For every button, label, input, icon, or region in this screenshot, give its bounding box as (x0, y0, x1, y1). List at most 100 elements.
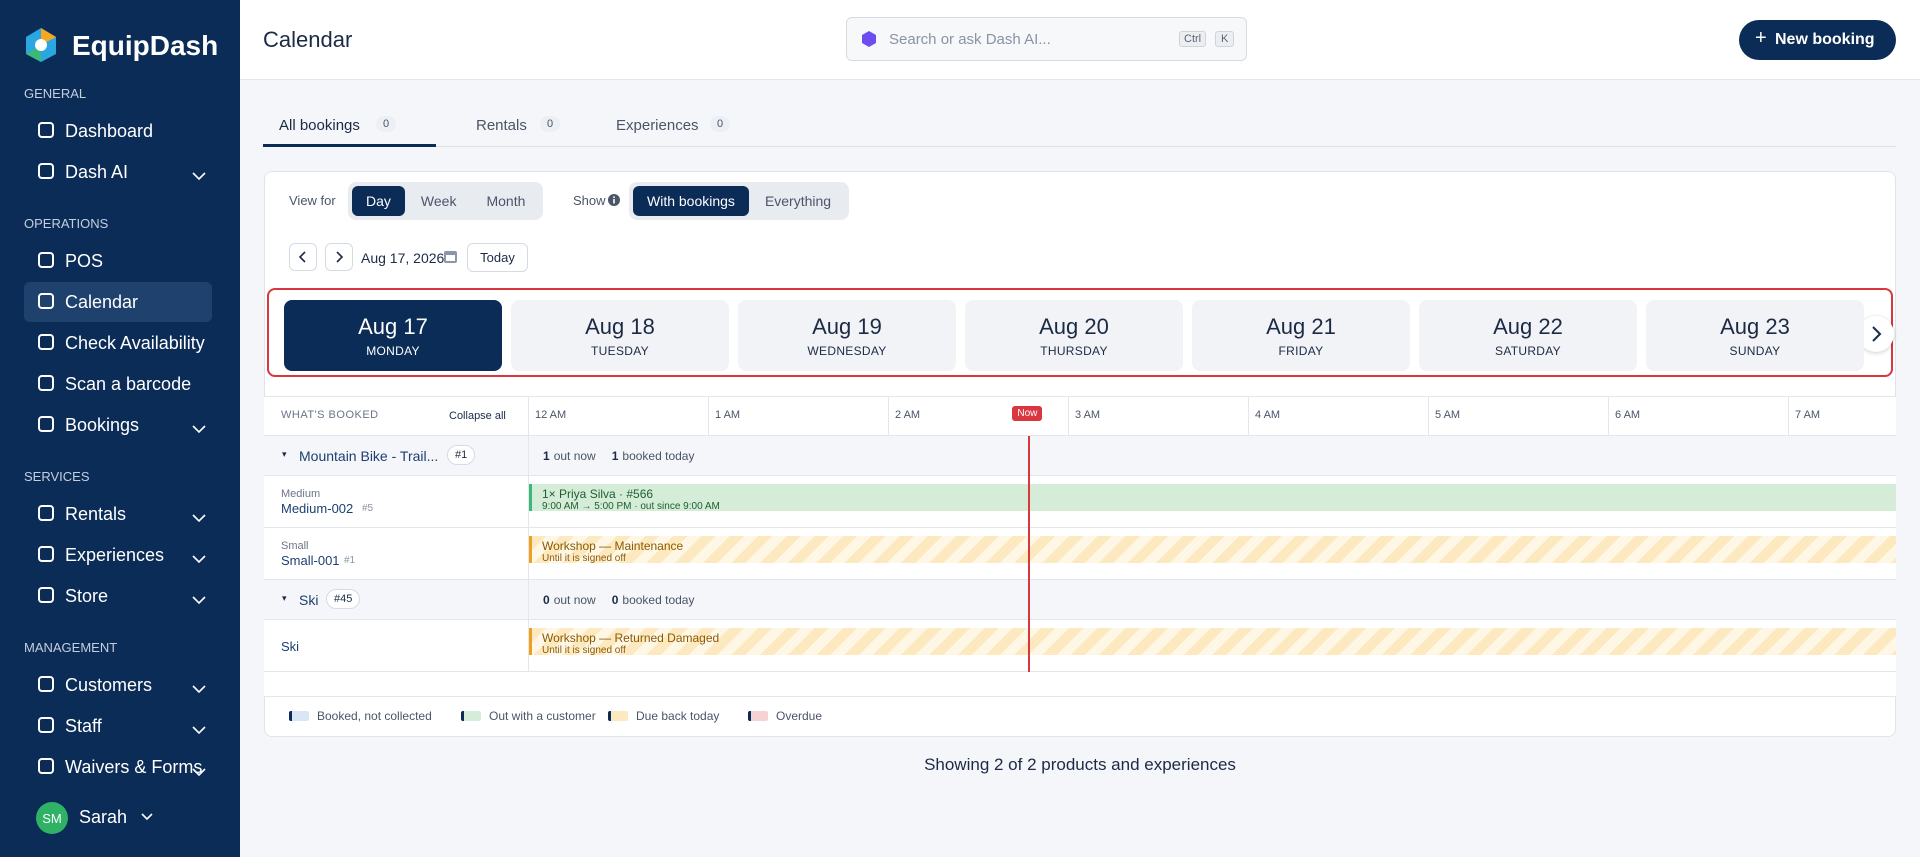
legend-swatch (289, 711, 309, 721)
hour-label: 1 AM (715, 409, 741, 421)
view-option[interactable]: Month (486, 193, 526, 209)
day-weekday: SATURDAY (1495, 344, 1561, 358)
booking-detail: Until it is signed off (542, 645, 626, 656)
nav-label: Check Availability (65, 333, 205, 353)
nav-heading: OPERATIONS (24, 216, 109, 231)
group-name[interactable]: Ski (299, 592, 319, 608)
nav-heading: GENERAL (24, 86, 87, 101)
tabs-divider (263, 146, 1896, 147)
nav-item[interactable]: Customers (24, 665, 212, 705)
day-card[interactable]: Aug 19 WEDNESDAY (738, 300, 956, 371)
nav-item[interactable]: Calendar (24, 282, 212, 322)
nav-item[interactable]: POS (24, 241, 212, 281)
chevron (192, 589, 206, 610)
nav-item[interactable]: Staff (24, 706, 212, 746)
group-row (264, 436, 1896, 476)
chevron (192, 418, 206, 439)
hour-line (888, 396, 889, 435)
day-date: Aug 18 (585, 314, 655, 339)
group-summary: 1 out now 1 booked today (543, 449, 694, 463)
new-booking-button[interactable] (1739, 20, 1896, 60)
collapse-all[interactable]: Collapse all (449, 410, 506, 422)
group-toggle[interactable]: ▾ (282, 449, 287, 459)
tab-label[interactable]: All bookings (279, 117, 360, 134)
chevron (192, 678, 206, 699)
legend-label: Due back today (636, 709, 720, 723)
booked-count: 0 (611, 593, 619, 607)
nav-item[interactable]: Rentals (24, 494, 212, 534)
nav-label: Scan a barcode (65, 374, 192, 394)
group-toggle[interactable]: ▾ (282, 593, 287, 603)
tab-label[interactable]: Experiences (616, 117, 699, 134)
nav-item[interactable]: Dashboard (24, 111, 212, 151)
view-option[interactable]: Day (352, 186, 405, 216)
new-booking-label: New booking (1775, 31, 1875, 48)
item-name[interactable]: Ski (281, 639, 300, 654)
current-date[interactable]: Aug 17, 2026 (361, 250, 445, 266)
booking-detail: Until it is signed off (542, 553, 626, 564)
avatar[interactable]: SM (36, 802, 68, 834)
group-name[interactable]: Mountain Bike - Trail... (299, 448, 439, 464)
out-label: out now (553, 593, 596, 607)
item-name[interactable]: Medium-002 (281, 501, 354, 516)
nav-item[interactable]: Scan a barcode (24, 364, 212, 424)
day-weekday: THURSDAY (1040, 344, 1108, 358)
booking-bar[interactable]: Workshop — Returned Damaged Until it is s… (529, 628, 1896, 656)
show-label: Show (573, 193, 606, 208)
brand: EquipDash (72, 30, 219, 61)
chevron (192, 760, 206, 782)
nav-icon (38, 587, 54, 603)
nav-item[interactable]: Dash AI (24, 152, 212, 192)
nav-item[interactable]: Check Availability (24, 323, 212, 383)
day-date: Aug 19 (812, 314, 882, 339)
day-date: Aug 22 (1493, 314, 1563, 339)
plus-icon: + (1755, 27, 1767, 49)
show-option[interactable]: With bookings (633, 186, 749, 216)
nav-item[interactable]: Waivers & Forms (24, 747, 212, 807)
today-button[interactable]: Today (467, 243, 528, 272)
item-variant: Small (281, 540, 309, 552)
day-card[interactable]: Aug 22 SATURDAY (1419, 300, 1637, 371)
item-name[interactable]: Small-001 (281, 553, 340, 568)
user-name[interactable]: Sarah (79, 807, 128, 827)
hour-label: 7 AM (1795, 409, 1821, 421)
prev-button[interactable] (289, 243, 317, 271)
booking-bar[interactable]: Workshop — Maintenance Until it is signed… (529, 536, 1896, 564)
hour-label: 2 AM (895, 409, 921, 421)
out-label: out now (553, 449, 596, 463)
kbd: Ctrl (1179, 31, 1207, 47)
legend-label: Overdue (776, 709, 823, 723)
show-option[interactable]: Everything (764, 193, 832, 209)
item-row (264, 476, 1896, 528)
legend-swatch (461, 711, 481, 721)
kbd: K (1215, 31, 1235, 47)
nav-label: Dash AI (65, 161, 129, 182)
day-card[interactable]: Aug 18 TUESDAY (511, 300, 729, 371)
day-card[interactable]: Aug 23 SUNDAY (1646, 300, 1864, 371)
nav-item[interactable]: Store (24, 576, 212, 616)
chevron (192, 507, 206, 528)
days-next[interactable] (1858, 316, 1894, 352)
hour-line (1248, 396, 1249, 435)
view-switch: Day Week Month (348, 182, 544, 220)
nav-item[interactable]: Experiences (24, 535, 212, 575)
nav-label: POS (65, 250, 104, 271)
day-card[interactable]: Aug 20 THURSDAY (965, 300, 1183, 371)
hour-line (1788, 396, 1789, 435)
next-button[interactable] (325, 243, 353, 271)
hour-label: 5 AM (1435, 409, 1461, 421)
view-option[interactable]: Week (420, 193, 457, 209)
hour-label: 12 AM (535, 409, 567, 421)
item-variant: Medium (281, 488, 321, 500)
day-weekday: SUNDAY (1729, 344, 1781, 358)
tab-label[interactable]: Rentals (476, 117, 527, 134)
legend-label: Booked, not collected (317, 709, 432, 723)
chevron (192, 548, 206, 569)
day-card[interactable]: Aug 21 FRIDAY (1192, 300, 1410, 371)
day-date: Aug 20 (1039, 314, 1109, 339)
view-label: View for (289, 193, 336, 208)
nav-item[interactable]: Bookings (24, 405, 212, 445)
nav-icon (38, 334, 54, 350)
booking-bar[interactable]: 1× Priya Silva · #566 9:00 AM → 5:00 PM ·… (529, 484, 1896, 512)
day-card[interactable]: Aug 17 MONDAY (284, 300, 502, 371)
